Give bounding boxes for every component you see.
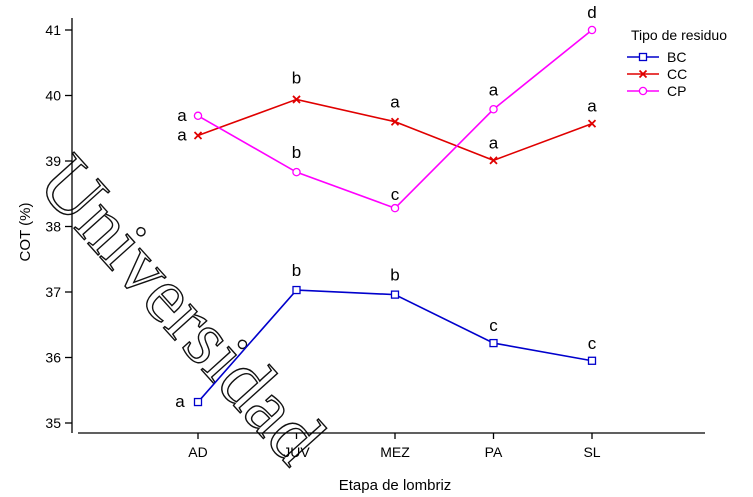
x-tick-label: MEZ — [380, 444, 410, 460]
data-point-cp-ad — [193, 111, 203, 121]
y-tick-label: 35 — [45, 415, 61, 431]
legend-marker — [638, 69, 648, 79]
watermark-text: Universidad — [22, 138, 342, 480]
data-point-bc-ad — [193, 397, 203, 407]
legend-item-bc: BC — [627, 49, 686, 65]
legend-marker — [638, 52, 648, 62]
x-tick-label: AD — [188, 444, 207, 460]
data-point-cp-sl — [587, 25, 597, 35]
data-point-cc-juv — [292, 95, 301, 104]
y-tick-label: 37 — [45, 284, 61, 300]
series-bc — [193, 285, 597, 407]
data-point-bc-mez — [390, 290, 400, 299]
data-point-cc-pa — [489, 156, 498, 165]
data-point-bc-sl — [587, 356, 597, 365]
y-tick-label: 38 — [45, 219, 61, 235]
legend-item-cc: CC — [627, 66, 687, 82]
data-point-bc-juv — [292, 285, 301, 295]
significance-letter: a — [175, 392, 185, 411]
data-point-cc-sl — [587, 119, 597, 128]
legend-title: Tipo de residuo — [631, 27, 727, 43]
x-axis-label: Etapa de lombriz — [339, 477, 452, 494]
significance-letter: a — [489, 133, 499, 152]
significance-letter: b — [292, 261, 301, 280]
data-point-cc-mez — [390, 117, 400, 126]
axes: 35 36 37 38 39 40 41 AD JUV MEZ PA SL — [45, 18, 705, 460]
significance-letter: a — [177, 106, 187, 125]
significance-letter: a — [489, 80, 499, 99]
y-tick-label: 40 — [45, 88, 61, 104]
watermark: Universidad — [22, 137, 343, 480]
y-tick-label: 41 — [45, 22, 61, 38]
x-tick-label: JUV — [283, 444, 310, 460]
series-layer — [193, 25, 597, 407]
legend-item-cp: CP — [627, 83, 686, 99]
data-point-cp-juv — [292, 167, 301, 177]
significance-letter: c — [489, 316, 498, 335]
significance-letter: b — [390, 266, 399, 285]
significance-letter: a — [390, 93, 400, 112]
legend-label: CP — [667, 83, 686, 99]
y-tick-label: 36 — [45, 350, 61, 366]
significance-letter: c — [588, 334, 597, 353]
significance-letter: c — [391, 185, 400, 204]
data-point-cp-pa — [489, 105, 498, 114]
significance-letter: d — [587, 3, 596, 22]
x-tick-label: PA — [485, 444, 503, 460]
significance-letter: a — [177, 125, 187, 144]
data-point-cp-mez — [390, 203, 400, 213]
series-cc — [193, 95, 597, 165]
significance-letter: b — [292, 68, 301, 87]
series-line-cp — [197, 29, 593, 210]
x-tick-label: SL — [583, 444, 600, 460]
data-point-cc-ad — [193, 131, 203, 140]
significance-letter: a — [587, 97, 597, 116]
legend-marker — [638, 86, 648, 96]
legend-label: BC — [667, 49, 686, 65]
legend-label: CC — [667, 66, 687, 82]
series-cp — [193, 25, 597, 213]
y-axis-label: COT (%) — [17, 203, 34, 262]
y-tick-label: 39 — [45, 153, 61, 169]
data-point-bc-pa — [489, 338, 498, 348]
significance-letter: b — [292, 143, 301, 162]
